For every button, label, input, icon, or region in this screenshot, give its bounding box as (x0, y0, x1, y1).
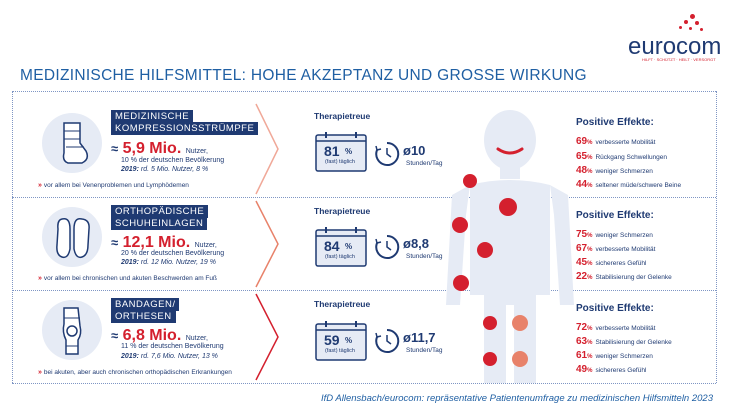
calendar-icon: 84 % (fast) täglich (312, 226, 370, 268)
product-title-line2: ORTHESEN (111, 310, 176, 323)
hours-unit: Stunden/Tag (406, 160, 443, 167)
divider-bottom (12, 383, 716, 384)
divider-2 (12, 290, 716, 291)
year-2019-comparison: 2019: rd. 7,6 Mio. Nutzer, 13 % (121, 353, 218, 360)
effect-item: 22% Stabilisierung der Gelenke (576, 271, 672, 282)
body-figure-icon (446, 110, 574, 383)
percent-sign: % (345, 242, 353, 251)
effect-item: 67% verbesserte Mobilität (576, 243, 656, 254)
clock-icon (375, 141, 400, 166)
effect-item: 72% verbesserte Mobilität (576, 322, 656, 333)
effect-item: 48% weniger Schmerzen (576, 165, 653, 176)
product-title-line1: ORTHOPÄDISCHE (111, 205, 209, 218)
page-title: MEDIZINISCHE HILFSMITTEL: HOHE AKZEPTANZ… (20, 67, 587, 84)
effect-item: 63% Stabilisierung der Gelenke (576, 336, 672, 347)
percent-sign: % (345, 147, 353, 156)
users-count: ≈ 6,8 Mio. Nutzer, (111, 327, 208, 344)
hours-value: ø8,8 (403, 236, 430, 251)
product-title-line1: BANDAGEN/ (111, 298, 180, 311)
year-2019-comparison: 2019: rd. 5 Mio. Nutzer, 8 % (121, 166, 209, 173)
chevron-right-icon (255, 293, 279, 381)
clock-icon (375, 234, 400, 259)
effect-item: 75% weniger Schmerzen (576, 229, 653, 240)
compression-stocking-icon (42, 113, 102, 173)
calendar-icon: 81 % (fast) täglich (312, 131, 370, 173)
logo-text: eurocom (628, 33, 722, 60)
clock-icon (375, 328, 400, 353)
daily-label: (fast) täglich (325, 159, 355, 165)
effect-item: 45% sichereres Gefühl (576, 257, 647, 268)
hours-value: ø11,7 (403, 330, 436, 345)
logo-tagline: HILFT · SCHÜTZT · HEILT · VERSORGT (642, 57, 716, 62)
daily-label: (fast) täglich (325, 348, 355, 354)
hours-value: ø10 (403, 143, 426, 158)
effect-item: 69% verbesserte Mobilität (576, 136, 656, 147)
daily-percent: 81 (324, 143, 340, 159)
divider-right (716, 91, 717, 383)
divider-1 (12, 197, 716, 198)
users-count: ≈ 5,9 Mio. Nutzer, (111, 140, 208, 157)
effect-item: 44% seltener müde/schwere Beine (576, 179, 682, 190)
logo-dots-icon (676, 14, 706, 36)
insoles-icon (42, 207, 102, 267)
effects-title: Positive Effekte: (576, 210, 654, 221)
daily-percent: 59 (324, 332, 340, 348)
hours-unit: Stunden/Tag (406, 347, 443, 354)
effects-title: Positive Effekte: (576, 117, 654, 128)
therapietreue-label: Therapietreue (314, 111, 371, 121)
eurocom-logo: eurocom HILFT · SCHÜTZT · HEILT · VERSOR… (628, 14, 721, 62)
effect-item: 49% sichereres Gefühl (576, 364, 647, 375)
product-title-line1: MEDIZINISCHE (111, 110, 194, 123)
source-footer: IfD Allensbach/eurocom: repräsentative P… (321, 393, 713, 404)
year-2019-comparison: 2019: rd. 12 Mio. Nutzer, 19 % (121, 259, 216, 266)
effect-item: 61% weniger Schmerzen (576, 350, 653, 361)
daily-label: (fast) täglich (325, 254, 355, 260)
effect-item: 65% Rückgang Schwellungen (576, 151, 668, 162)
users-count: ≈ 12,1 Mio. Nutzer, (111, 234, 217, 251)
population-share: 10 % der deutschen Bevölkerung (121, 157, 225, 164)
hours-unit: Stunden/Tag (406, 253, 443, 260)
knee-bandage-icon (42, 300, 102, 360)
population-share: 20 % der deutschen Bevölkerung (121, 250, 225, 257)
usage-note: » vor allem bei Venenproblemen und Lymphö… (38, 182, 189, 189)
usage-note: » bei akuten, aber auch chronischen ortho… (38, 369, 232, 376)
product-title-line2: SCHUHEINLAGEN (111, 217, 208, 230)
percent-sign: % (345, 336, 353, 345)
calendar-icon: 59 % (fast) täglich (312, 320, 370, 362)
population-share: 11 % der deutschen Bevölkerung (121, 343, 224, 350)
chevron-right-icon (255, 200, 279, 288)
therapietreue-label: Therapietreue (314, 206, 371, 216)
therapietreue-label: Therapietreue (314, 299, 371, 309)
product-title-line2: KOMPRESSIONSSTRÜMPFE (111, 122, 259, 135)
effects-title: Positive Effekte: (576, 303, 654, 314)
divider-left (12, 91, 13, 383)
divider-top (12, 91, 716, 92)
usage-note: » vor allem bei chronischen und akuten Be… (38, 275, 217, 282)
chevron-right-icon (255, 103, 279, 195)
daily-percent: 84 (324, 238, 340, 254)
